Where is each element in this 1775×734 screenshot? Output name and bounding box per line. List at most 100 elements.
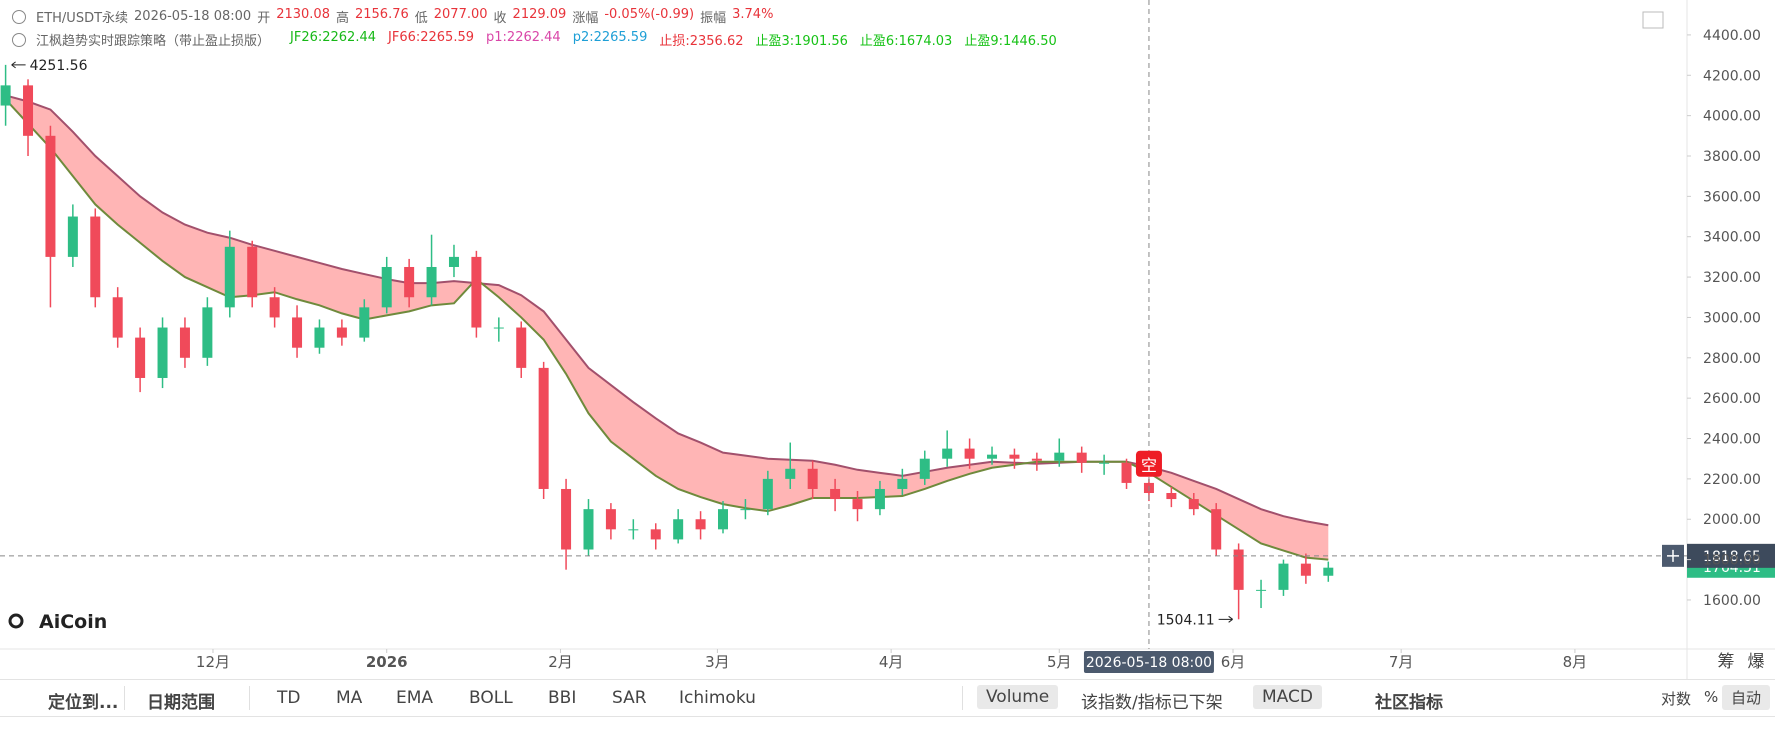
candle-body bbox=[135, 337, 146, 378]
candle-body bbox=[1233, 549, 1244, 590]
candle-body bbox=[45, 135, 56, 257]
candle-body bbox=[1121, 462, 1132, 483]
candle-body bbox=[1300, 563, 1311, 576]
collapse-icon[interactable] bbox=[12, 9, 26, 24]
candle-body bbox=[157, 327, 168, 378]
candle-body bbox=[292, 317, 303, 348]
min-label: 1504.11 bbox=[1157, 612, 1215, 628]
community-button[interactable]: 社区指标 bbox=[1375, 693, 1443, 713]
indicator-button[interactable]: BOLL bbox=[469, 688, 513, 708]
indicator-value: 止盈9:1446.50 bbox=[964, 34, 1057, 49]
candle-body bbox=[740, 509, 751, 511]
indicator-button[interactable]: MA bbox=[336, 688, 363, 708]
candle-body bbox=[426, 266, 437, 298]
candle-body bbox=[1166, 493, 1177, 500]
indicator-value: JF66:2265.59 bbox=[388, 30, 475, 45]
indicator-value: JF26:2262.44 bbox=[290, 30, 377, 45]
collapse-icon[interactable] bbox=[12, 32, 26, 47]
x-tick-label: 4月 bbox=[879, 653, 904, 671]
candle-body bbox=[404, 266, 415, 298]
field-value: 2130.08 bbox=[276, 7, 330, 22]
separator bbox=[249, 686, 250, 710]
header-line: ETH/USDT永续 2026-05-18 08:00 开 2130.08 高 215… bbox=[12, 7, 773, 26]
log-button[interactable]: 对数 bbox=[1661, 690, 1692, 708]
y-tick-label: 2400.00 bbox=[1703, 432, 1761, 448]
y-tick-label: 4000.00 bbox=[1703, 109, 1761, 125]
axis-extra[interactable]: 筹 bbox=[1718, 652, 1735, 672]
max-label: 4251.56 bbox=[30, 58, 88, 74]
candle-body bbox=[830, 488, 841, 500]
y-tick-label: 3400.00 bbox=[1703, 230, 1761, 246]
logo: AiCoin bbox=[8, 611, 107, 633]
candle-body bbox=[448, 256, 459, 267]
add-icon bbox=[1667, 549, 1679, 562]
x-tick-label: 12月 bbox=[196, 653, 230, 671]
candle-body bbox=[1099, 462, 1110, 464]
candle-body bbox=[0, 85, 11, 106]
field-label: 开 bbox=[257, 11, 271, 26]
notice: 该指数/指标已下架 bbox=[1081, 693, 1223, 713]
candle-body bbox=[897, 478, 908, 489]
candle-body bbox=[1031, 458, 1042, 461]
logo-icon bbox=[8, 613, 24, 629]
y-tick-label: 2600.00 bbox=[1703, 391, 1761, 407]
macd-button[interactable]: MACD bbox=[1253, 685, 1322, 709]
indicator-button[interactable]: Ichimoku bbox=[679, 688, 756, 708]
ohlc-fields: 开 2130.08 高 2156.76 低 2077.00 收 2129.09 涨幅 -0.05%… bbox=[257, 7, 773, 26]
y-tick-label: 2800.00 bbox=[1703, 351, 1761, 367]
candle-body bbox=[269, 297, 280, 318]
x-tick-label: 5月 bbox=[1047, 653, 1072, 671]
fullscreen-icon[interactable] bbox=[1642, 11, 1664, 29]
locate-button[interactable]: 定位到... bbox=[48, 693, 119, 713]
field-value: 3.74% bbox=[732, 7, 774, 22]
field-value: -0.05%(-0.99) bbox=[604, 7, 695, 22]
x-tick-label: 8月 bbox=[1563, 653, 1588, 671]
field-label: 涨幅 bbox=[572, 11, 599, 26]
y-tick-label: 3000.00 bbox=[1703, 310, 1761, 326]
axis-extra[interactable]: 爆 bbox=[1748, 652, 1765, 672]
separator bbox=[962, 686, 963, 710]
candle-body bbox=[561, 488, 572, 550]
candle-body bbox=[67, 216, 78, 257]
y-tick-label: 4400.00 bbox=[1703, 28, 1761, 44]
candle-body bbox=[493, 327, 504, 329]
crosshair-y-label: 1818.65 bbox=[1703, 549, 1761, 565]
candle-body bbox=[359, 307, 370, 338]
candle-body bbox=[1256, 589, 1267, 591]
candle-body bbox=[224, 246, 235, 308]
auto-button[interactable]: 自动 bbox=[1722, 685, 1771, 710]
candle-body bbox=[673, 519, 684, 540]
y-tick-label: 1600.00 bbox=[1703, 593, 1761, 609]
candle-body bbox=[90, 216, 101, 298]
indicator-value: 止盈6:1674.03 bbox=[859, 34, 953, 49]
indicator-button[interactable]: BBI bbox=[548, 688, 577, 708]
volume-button[interactable]: Volume bbox=[977, 685, 1059, 709]
indicator-values: JF26:2262.44 JF66:2265.59 p1:2262.44 p2:226… bbox=[290, 30, 1057, 49]
toolbar: 定位到... 日期范围 TD MA EMA BOLL BBI SAR Ichimoku Vo… bbox=[0, 679, 1775, 717]
indicator-value: 止盈3:1901.56 bbox=[755, 34, 848, 49]
y-tick-label: 3600.00 bbox=[1703, 189, 1761, 205]
band-fill bbox=[5, 95, 1329, 560]
candle-body bbox=[874, 488, 885, 510]
candle-body bbox=[538, 367, 549, 489]
range-button[interactable]: 日期范围 bbox=[147, 693, 215, 713]
field-value: 2156.76 bbox=[354, 7, 409, 22]
percent-button[interactable]: % bbox=[1704, 688, 1719, 706]
candle-body bbox=[852, 499, 863, 510]
candle-body bbox=[1076, 452, 1087, 463]
candle-body bbox=[919, 458, 930, 479]
candle-body bbox=[336, 327, 347, 338]
y-tick-label: 2000.00 bbox=[1703, 512, 1761, 528]
candle-body bbox=[381, 266, 392, 308]
indicator-button[interactable]: TD bbox=[277, 688, 301, 708]
candle-body bbox=[964, 448, 975, 459]
candle-body bbox=[1188, 499, 1199, 510]
field-label: 振幅 bbox=[700, 11, 727, 26]
candle-body bbox=[695, 519, 706, 530]
x-tick-label: 2026 bbox=[366, 653, 408, 671]
x-tick-label: 2月 bbox=[548, 653, 573, 671]
indicator-button[interactable]: SAR bbox=[612, 688, 647, 708]
indicator-button[interactable]: EMA bbox=[396, 688, 434, 708]
